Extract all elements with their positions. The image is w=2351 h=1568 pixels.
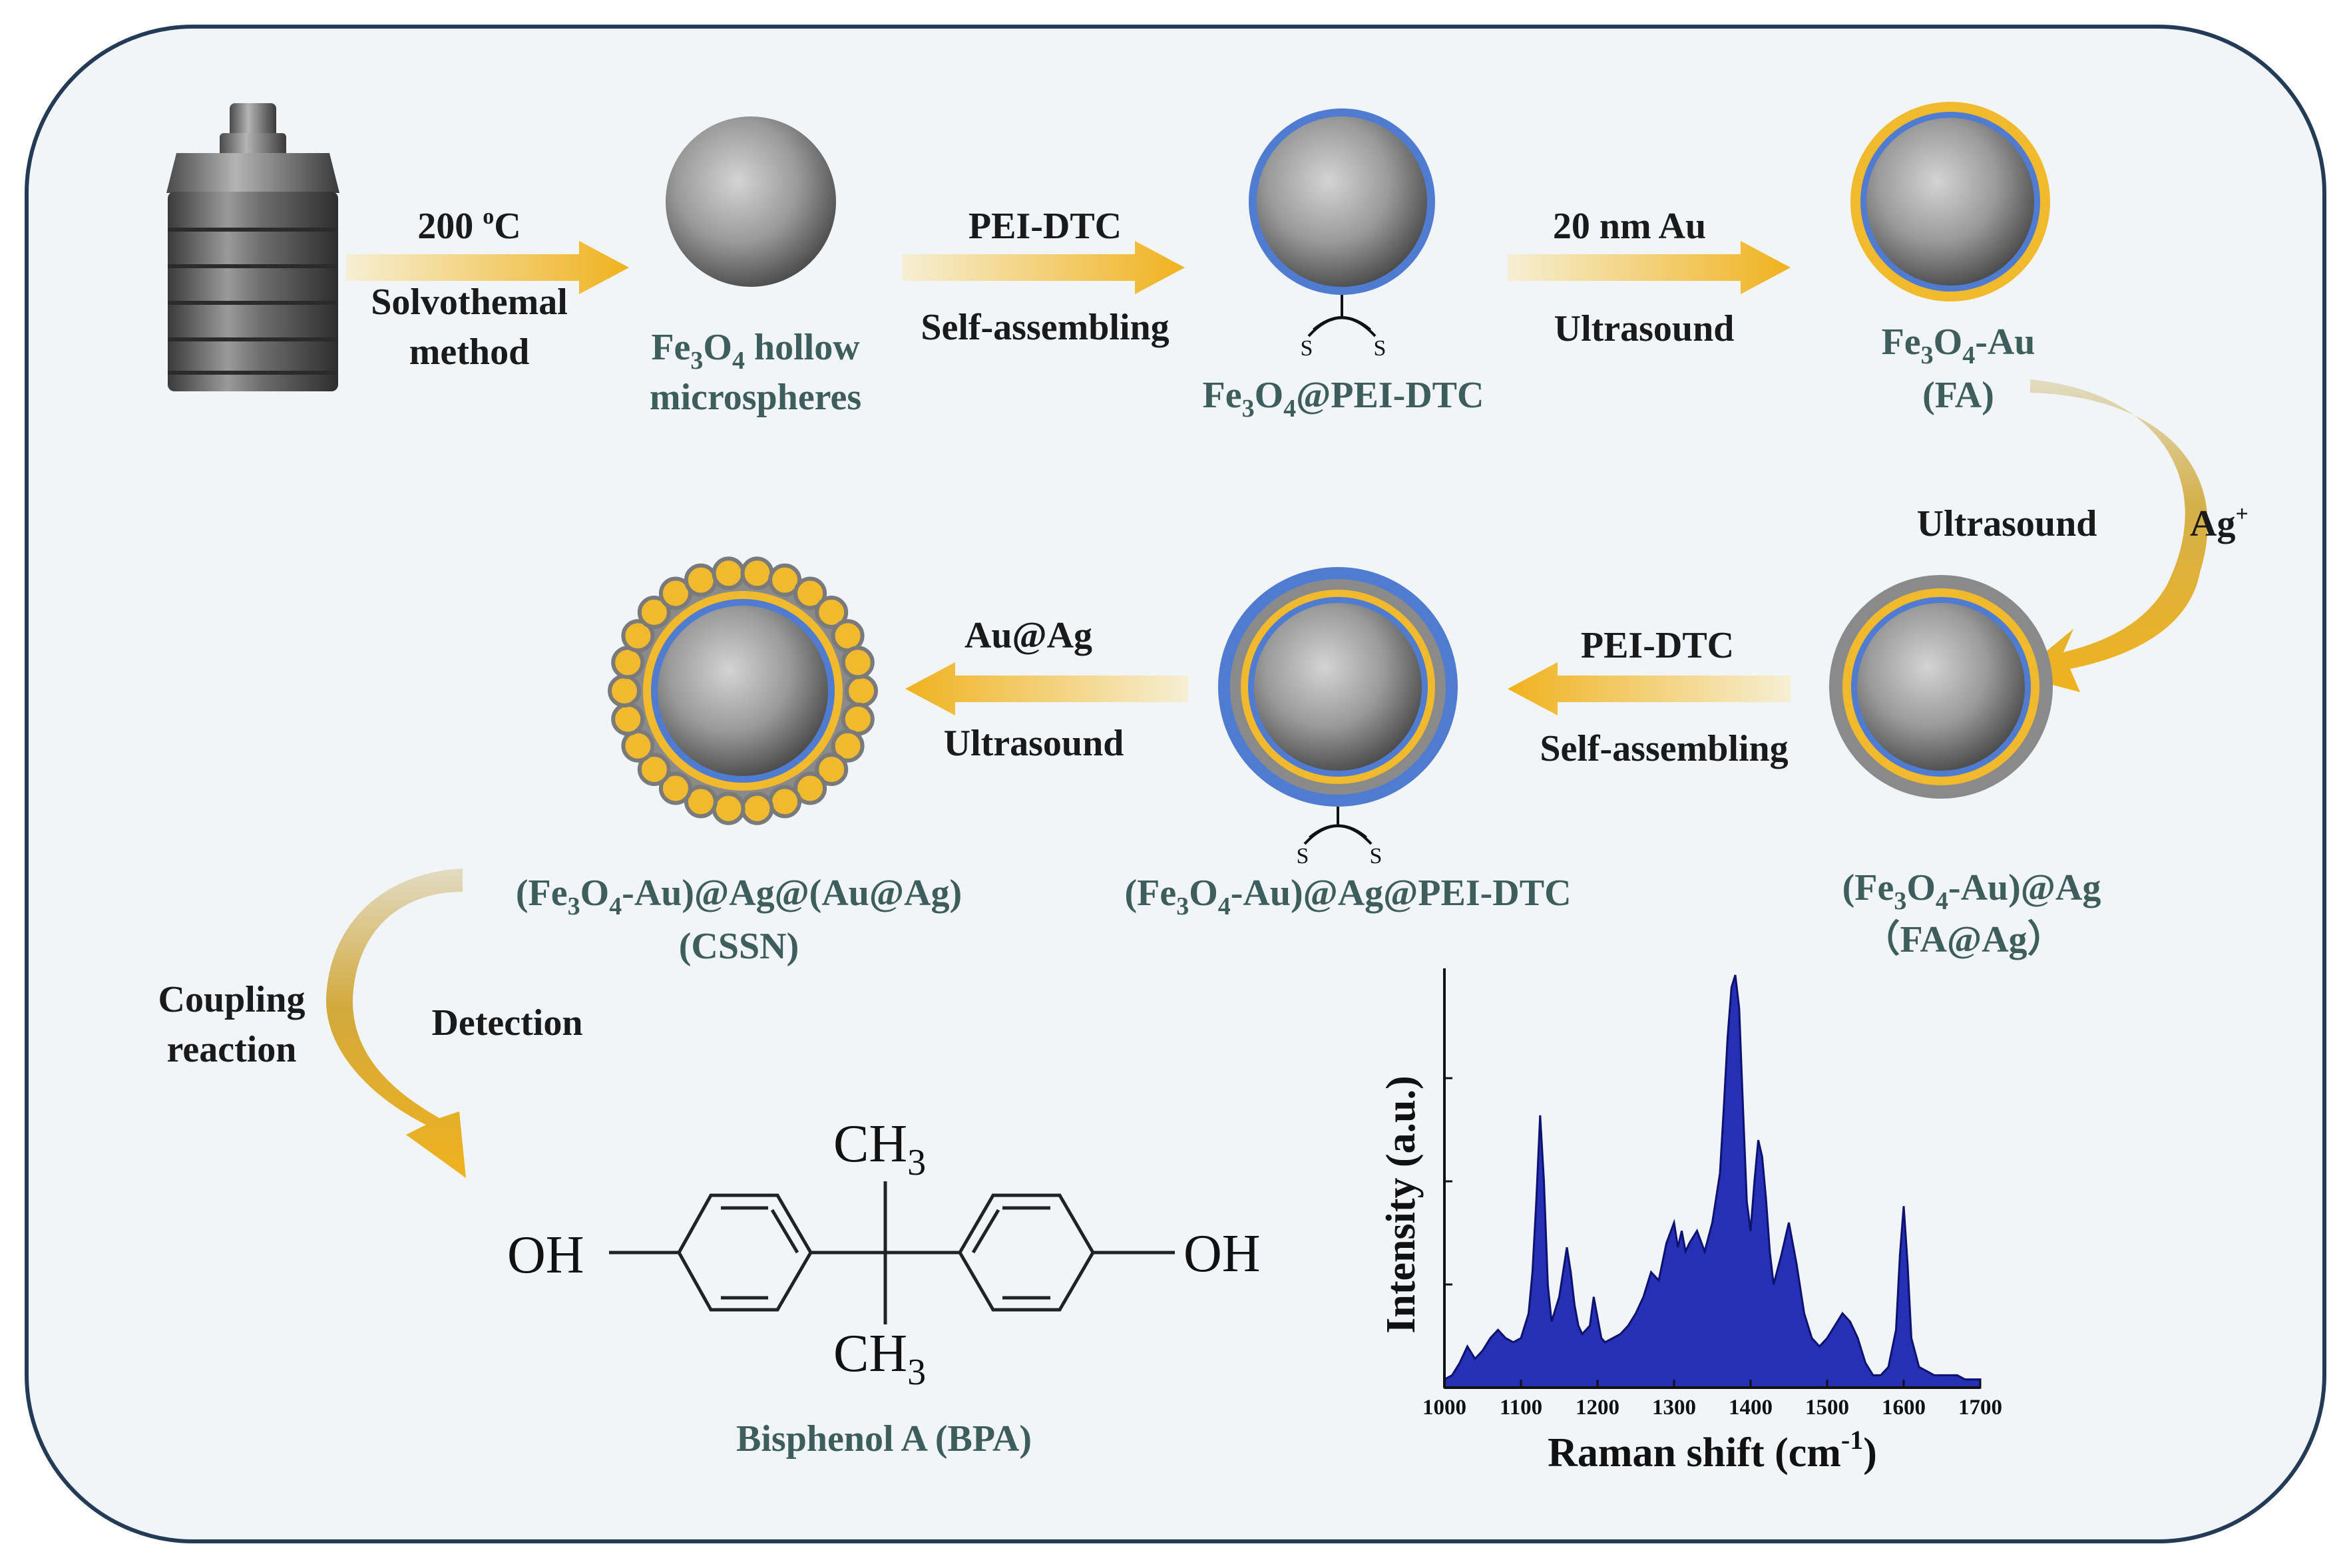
au-ag-satellite xyxy=(768,563,802,597)
x-tick-label: 1700 xyxy=(1958,1396,2002,1420)
ch3-top-label: CH3 xyxy=(833,1115,926,1183)
step-solvothermal-label: Solvothemal xyxy=(371,282,568,323)
step-pei-dtc-2-label: PEI-DTC xyxy=(1581,625,1734,666)
raman-spectrum-chart: 1000 1100 1200 1300 1400 1500 1600 1700 Raman sh… xyxy=(1379,968,2002,1475)
step-detection-label: Detection xyxy=(431,1002,582,1044)
x-tick-label: 1600 xyxy=(1882,1396,1926,1420)
fe3o4-hollow-particle xyxy=(666,116,836,287)
au-ag-satellite xyxy=(637,753,671,786)
au-ag-satellite xyxy=(658,576,692,610)
au-ag-satellite xyxy=(684,785,718,819)
product-fe3o4-au-label: Fe3O4-Au xyxy=(1882,321,2035,369)
product-microspheres-label: microspheres xyxy=(650,377,861,418)
step-ultrasound-label: Ultrasound xyxy=(1554,308,1735,349)
spectrum-series xyxy=(1443,974,1982,1389)
product-fe3o4-hollow-label: Fe3O4 hollow xyxy=(651,327,860,375)
arrow-au-attachment xyxy=(1508,241,1791,294)
x-axis-label: Raman shift (cm-1) xyxy=(1548,1425,1877,1475)
x-tick-label: 1200 xyxy=(1576,1396,1619,1420)
curved-arrow-detection xyxy=(325,869,466,1178)
step-temperature-label: 200 oC xyxy=(417,204,521,247)
sulfur-label: S xyxy=(1374,336,1387,361)
step-self-assembling-2-label: Self-assembling xyxy=(1540,728,1788,769)
step-pei-dtc-label: PEI-DTC xyxy=(968,206,1122,247)
au-ag-satellite xyxy=(621,619,655,653)
au-ag-satellite xyxy=(793,576,827,610)
au-ag-satellite xyxy=(712,791,746,825)
oh-right-label: OH xyxy=(1183,1225,1261,1283)
product-cssn-label: (CSSN) xyxy=(679,926,799,967)
step-ultrasound-ag-label: Ultrasound xyxy=(1917,503,2097,544)
product-cssn-full-label: (Fe3O4-Au)@Ag@(Au@Ag) xyxy=(516,873,962,920)
arrow-solvothermal xyxy=(346,241,629,294)
product-fa-ag-pei-dtc-label: (Fe3O4-Au)@Ag@PEI-DTC xyxy=(1124,873,1571,920)
step-self-assembling-label: Self-assembling xyxy=(921,307,1169,348)
fe3o4-pei-dtc-particle xyxy=(1249,108,1435,295)
arrow-self-assembling-1 xyxy=(902,241,1185,294)
product-fa-ag-label: (Fe3O4-Au)@Ag xyxy=(1842,867,2101,915)
autoclave-icon xyxy=(166,103,339,391)
x-tick-label: 1100 xyxy=(1500,1396,1542,1420)
product-fa-label: (FA) xyxy=(1922,375,1994,416)
dithiocarbamate-icon: S S xyxy=(1301,295,1387,361)
arrow-self-assembling-2 xyxy=(1508,662,1791,715)
product-fe3o4-pei-dtc-label: Fe3O4@PEI-DTC xyxy=(1203,375,1484,423)
au-ag-satellite xyxy=(815,753,849,786)
cssn-particle xyxy=(608,556,878,825)
sulfur-label: S xyxy=(1301,336,1313,361)
au-ag-satellite xyxy=(608,674,641,707)
step-reaction-label: reaction xyxy=(167,1029,297,1070)
step-ultrasound-2-label: Ultrasound xyxy=(944,723,1124,764)
au-ag-satellite xyxy=(815,596,849,629)
sulfur-label: S xyxy=(1370,844,1383,869)
x-tick-label: 1300 xyxy=(1652,1396,1696,1420)
au-ag-satellite xyxy=(740,556,774,590)
fa-ag-particle xyxy=(1829,575,2053,799)
step-method-label: method xyxy=(409,331,529,373)
panel-border xyxy=(25,25,2326,1543)
au-ag-satellite xyxy=(658,771,692,805)
au-ag-satellite xyxy=(740,791,774,825)
curved-arrow-ag-reduction xyxy=(2017,379,2208,692)
y-axis-label: Intensity (a.u.) xyxy=(1379,1076,1424,1334)
au-ag-satellite xyxy=(637,596,671,629)
step-auag-label: Au@Ag xyxy=(964,615,1092,656)
au-ag-satellite xyxy=(841,646,875,680)
ch3-bottom-label: CH3 xyxy=(833,1324,926,1393)
step-au-label: 20 nm Au xyxy=(1553,206,1706,247)
arrow-auag-attachment xyxy=(905,662,1188,715)
x-tick-label: 1000 xyxy=(1422,1396,1466,1420)
fa-ag-pei-dtc-particle xyxy=(1218,567,1458,807)
au-ag-satellite xyxy=(831,729,865,763)
au-ag-satellite xyxy=(845,674,878,707)
oh-left-label: OH xyxy=(507,1226,584,1284)
step-coupling-label: Coupling xyxy=(158,979,306,1020)
bisphenol-a-structure xyxy=(609,1181,1175,1324)
bpa-name-label: Bisphenol A (BPA) xyxy=(736,1418,1032,1460)
product-fa-ag-abbr-label: （FA@Ag） xyxy=(1862,918,2064,960)
au-ag-satellite xyxy=(712,556,746,590)
sulfur-label: S xyxy=(1297,844,1309,869)
au-ag-satellite xyxy=(768,785,802,819)
x-tick-label: 1400 xyxy=(1729,1396,1773,1420)
x-tick-label: 1500 xyxy=(1805,1396,1849,1420)
au-ag-satellite xyxy=(793,771,827,805)
au-ag-satellite xyxy=(611,702,645,736)
dithiocarbamate-icon: S S xyxy=(1297,807,1383,869)
au-ag-satellite xyxy=(684,563,718,597)
step-ag-ion-label: Ag+ xyxy=(2190,502,2248,544)
fe3o4-au-particle xyxy=(1850,102,2050,301)
